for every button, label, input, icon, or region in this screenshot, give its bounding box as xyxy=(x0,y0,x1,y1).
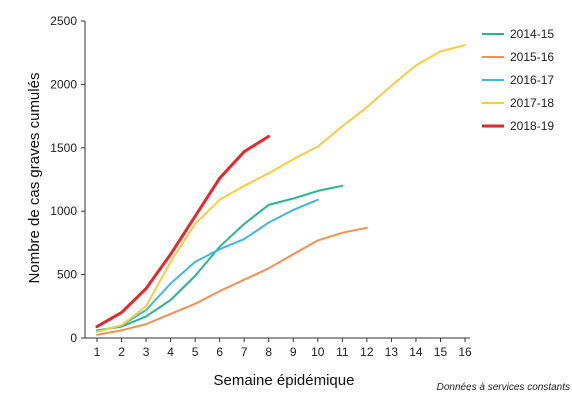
x-tick-label: 2 xyxy=(118,345,125,359)
x-tick-label: 9 xyxy=(290,345,297,359)
y-tick-label: 2500 xyxy=(50,14,77,28)
x-tick-label: 13 xyxy=(385,345,399,359)
x-tick-label: 4 xyxy=(167,345,174,359)
legend-label-2018-19: 2018-19 xyxy=(510,119,554,133)
y-tick-label: 500 xyxy=(57,268,77,282)
x-tick-label: 15 xyxy=(434,345,448,359)
y-tick-label: 2000 xyxy=(50,77,77,91)
x-tick-label: 16 xyxy=(458,345,472,359)
y-tick-label: 1000 xyxy=(50,204,77,218)
legend-label-2015-16: 2015-16 xyxy=(510,50,554,64)
x-tick-label: 10 xyxy=(311,345,325,359)
footnote: Données à services constants xyxy=(436,382,570,393)
x-tick-label: 1 xyxy=(94,345,101,359)
x-axis-label: Semaine épidémique xyxy=(214,372,355,389)
legend-label-2017-18: 2017-18 xyxy=(510,96,554,110)
legend-label-2014-15: 2014-15 xyxy=(510,27,554,41)
x-tick-label: 11 xyxy=(336,345,349,359)
x-tick-label: 3 xyxy=(143,345,150,359)
series-lines xyxy=(95,44,466,336)
x-tick-label: 8 xyxy=(265,345,272,359)
y-axis-label: Nombre de cas graves cumulés xyxy=(26,73,43,284)
x-tick-label: 12 xyxy=(360,345,374,359)
series-line-2015-16 xyxy=(96,226,368,336)
legend: 2014-15 2015-16 2016-17 2017-18 2018-19 xyxy=(482,27,554,133)
x-tick-label: 5 xyxy=(192,345,199,359)
x-tick-label: 7 xyxy=(241,345,248,359)
x-tick-label: 6 xyxy=(216,345,223,359)
legend-label-2016-17: 2016-17 xyxy=(510,73,554,87)
series-line-2016-17 xyxy=(96,198,319,333)
y-tick-label: 0 xyxy=(70,331,77,345)
series-line-2014-15 xyxy=(96,184,344,332)
series-line-2018-19 xyxy=(95,134,271,329)
y-tick-label: 1500 xyxy=(50,141,77,155)
series-line-2017-18 xyxy=(96,44,466,333)
x-tick-label: 14 xyxy=(409,345,423,359)
